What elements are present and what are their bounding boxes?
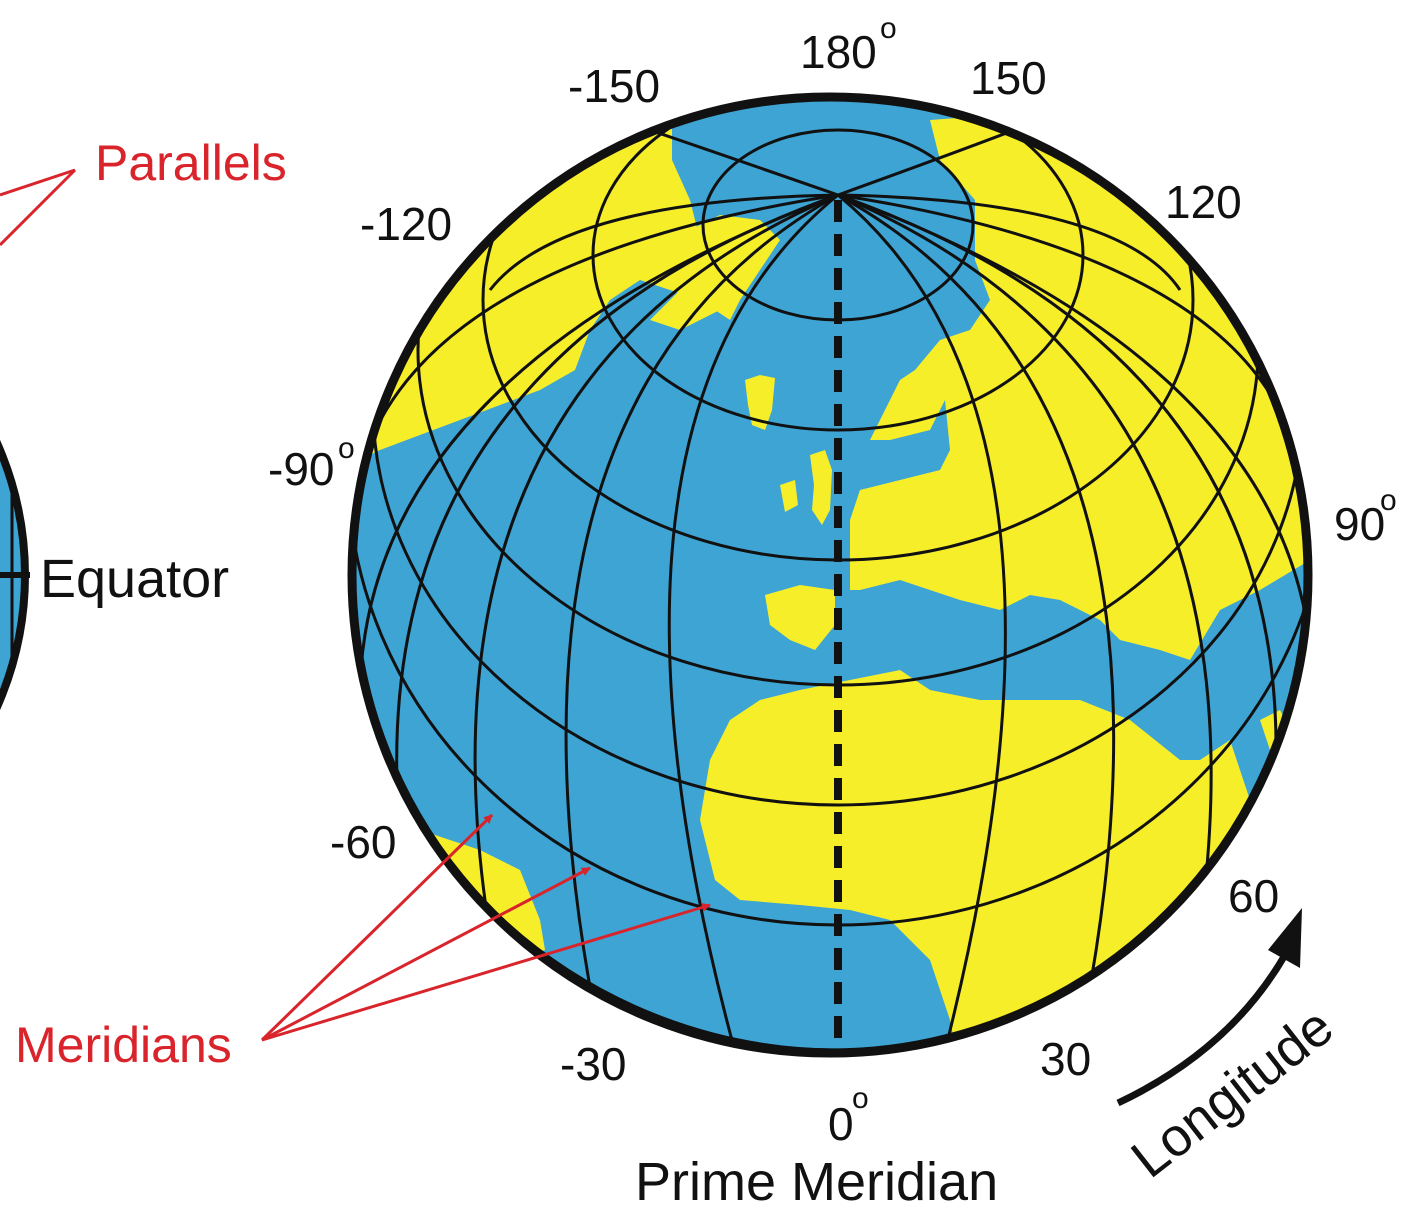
tick-minus-60: -60 [330, 816, 396, 868]
left-globe-fragment [0, 440, 30, 710]
prime-meridian-label: Prime Meridian [635, 1152, 998, 1210]
tick-0-degree: o [852, 1082, 869, 1115]
land-arctic-islands [600, 215, 780, 330]
longitude-arrow [1116, 908, 1302, 1107]
tick-90-degree: o [1380, 484, 1397, 517]
globe [347, 92, 1313, 1058]
tick-60: 60 [1228, 870, 1279, 922]
tick-0: 0 [828, 1098, 854, 1150]
tick-150: 150 [970, 52, 1047, 104]
equator-label: Equator [40, 549, 229, 609]
land-british-isles [810, 450, 832, 525]
meridians-arrow-2 [261, 866, 591, 1042]
tick-minus-90-degree: o [338, 432, 355, 465]
meridians-arrow-1 [260, 813, 494, 1042]
globe-outline [347, 92, 1313, 1058]
land-iceland [745, 375, 775, 430]
tick-90: 90 [1334, 498, 1385, 550]
tick-120: 120 [1165, 176, 1242, 228]
tick-minus-30: -30 [560, 1038, 626, 1090]
tick-180: 180 [800, 26, 877, 78]
land-ireland [780, 480, 798, 512]
tick-180-degree: o [880, 12, 897, 45]
parallels-label: Parallels [95, 135, 287, 191]
parallels-pointer-2 [0, 168, 77, 247]
meridians-arrow-3 [261, 903, 711, 1042]
tick-minus-120: -120 [360, 198, 452, 250]
longitude-tick-labels: 180 o -150 150 -120 120 -90 o 90 o -60 6… [268, 12, 1397, 1150]
annotation-arrows [0, 168, 711, 1042]
land-iberia [765, 585, 835, 650]
parallels-pointer-1 [0, 168, 76, 197]
tick-minus-90: -90 [268, 443, 334, 495]
tick-30: 30 [1040, 1033, 1091, 1085]
meridians-label: Meridians [15, 1017, 232, 1073]
tick-minus-150: -150 [568, 60, 660, 112]
